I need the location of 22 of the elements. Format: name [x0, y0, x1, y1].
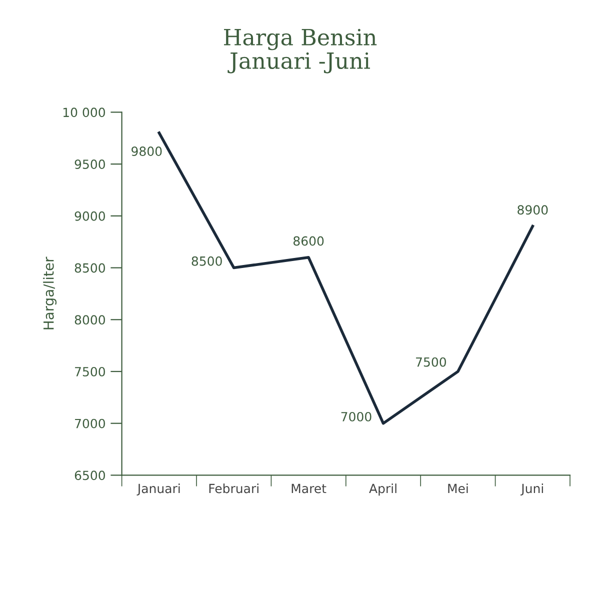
- data-label: 8900: [518, 205, 548, 215]
- y-tick-label: 7500: [75, 366, 105, 376]
- y-axis-title: Harga/liter: [43, 256, 57, 330]
- y-tick-label: 10 000: [63, 108, 105, 118]
- y-tick-label: 7000: [75, 418, 105, 428]
- x-tick-label: Januari: [136, 484, 180, 496]
- data-label: 8500: [192, 256, 222, 266]
- x-tick-label: Mei: [448, 484, 468, 494]
- chart-title: Harga Bensin Januari -Juni: [224, 28, 377, 74]
- y-tick-label: 9000: [74, 211, 105, 221]
- x-tick-label: Juni: [520, 484, 543, 496]
- y-tick-label: 6500: [74, 470, 105, 480]
- data-label: 7000: [341, 412, 372, 422]
- data-label: 9800: [132, 146, 162, 156]
- y-tick-label: 8000: [74, 315, 105, 325]
- x-tick-label: April: [369, 484, 396, 496]
- y-tick-label: 8500: [74, 263, 105, 273]
- y-tick-label: 9500: [74, 160, 105, 169]
- x-tick-label: Februari: [209, 484, 258, 494]
- data-label: 7500: [416, 357, 446, 367]
- data-label: 8600: [293, 236, 324, 246]
- x-tick-label: Maret: [292, 484, 326, 494]
